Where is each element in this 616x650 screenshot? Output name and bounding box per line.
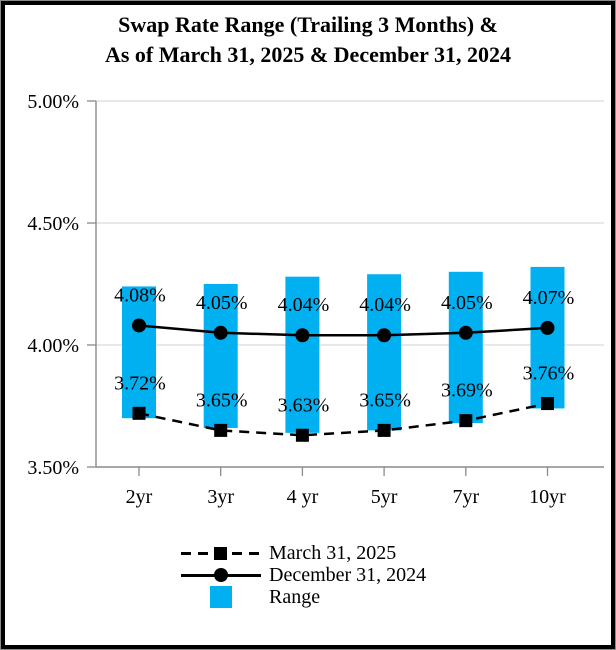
x-category-label: 4 yr	[287, 486, 319, 508]
december-data-label: 4.04%	[278, 294, 330, 316]
legend-label-range: Range	[269, 585, 321, 608]
range-bar	[122, 286, 156, 419]
legend-label-december: December 31, 2024	[269, 563, 427, 586]
legend-item-march: March 31, 2025	[179, 542, 426, 564]
legend-symbol-swatch	[179, 586, 263, 608]
square-marker-icon	[214, 547, 227, 560]
march-data-label: 3.65%	[196, 389, 248, 411]
x-category-label: 2yr	[126, 486, 153, 508]
december-marker	[295, 328, 310, 343]
march-marker	[377, 423, 391, 437]
legend-item-range: Range	[179, 586, 426, 608]
range-bar	[285, 276, 320, 433]
range-bar	[203, 284, 238, 428]
march-line	[138, 402, 548, 437]
march-data-label: 3.72%	[114, 372, 166, 394]
december-data-label: 4.07%	[523, 287, 575, 309]
december-marker	[132, 318, 146, 333]
march-marker	[214, 423, 228, 437]
x-category-label: 10yr	[529, 486, 566, 508]
chart-legend: March 31, 2025 December 31, 2024 Range	[179, 542, 426, 608]
december-line	[138, 324, 548, 337]
december-data-label: 4.08%	[114, 284, 166, 306]
chart-title-line2: As of March 31, 2025 & December 31, 2024	[104, 42, 512, 67]
y-tick-label: 5.00%	[27, 91, 79, 113]
legend-symbol-solid-line	[179, 564, 263, 586]
march-marker	[459, 414, 473, 428]
december-marker	[458, 325, 473, 340]
legend-item-december: December 31, 2024	[179, 564, 426, 586]
march-marker	[541, 397, 554, 411]
december-data-label: 4.05%	[196, 292, 248, 314]
march-data-label: 3.63%	[278, 394, 330, 416]
chart-title: Swap Rate Range (Trailing 3 Months) & As…	[1, 10, 615, 70]
x-category-label: 3yr	[207, 486, 234, 508]
circle-marker-icon	[214, 568, 228, 582]
y-tick-label: 4.50%	[27, 213, 79, 235]
march-data-label: 3.65%	[359, 389, 411, 411]
december-marker	[213, 325, 228, 340]
x-category-label: 7yr	[452, 486, 479, 508]
march-data-label: 3.69%	[441, 380, 493, 402]
december-data-label: 4.04%	[359, 294, 411, 316]
x-category-label: 5yr	[371, 486, 398, 508]
y-tick-label: 4.00%	[27, 335, 79, 357]
range-bar	[530, 266, 565, 409]
march-marker	[295, 428, 309, 442]
december-data-label: 4.05%	[441, 292, 493, 314]
range-bar	[448, 271, 483, 424]
march-data-label: 3.76%	[523, 363, 575, 385]
range-bar	[367, 274, 402, 431]
range-swatch-icon	[210, 586, 232, 608]
y-tick-label: 3.50%	[27, 457, 79, 479]
legend-symbol-dashed-line	[179, 542, 263, 564]
chart-title-line1: Swap Rate Range (Trailing 3 Months) &	[118, 12, 498, 37]
march-marker	[132, 406, 146, 420]
december-marker	[377, 328, 392, 343]
legend-label-march: March 31, 2025	[269, 541, 397, 564]
december-marker	[540, 320, 555, 335]
